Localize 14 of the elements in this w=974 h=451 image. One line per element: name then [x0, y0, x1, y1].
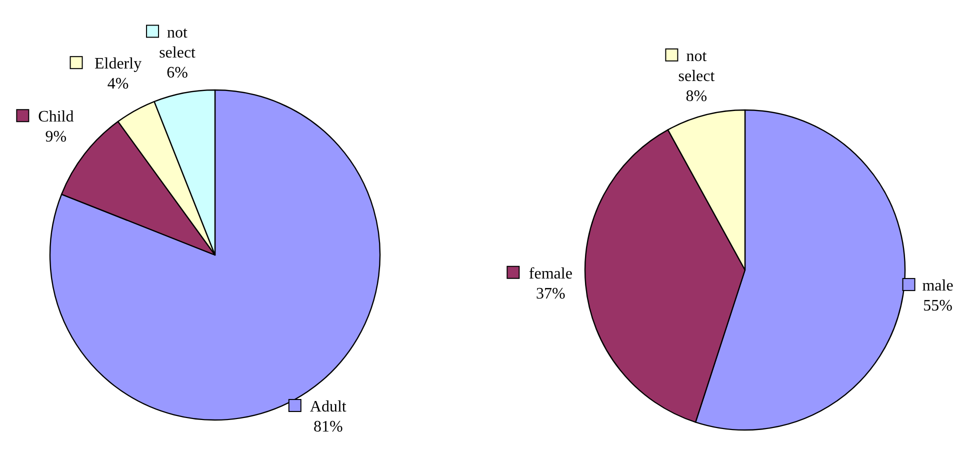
data-label: 6%: [166, 64, 188, 82]
legend-label: Elderly: [94, 56, 142, 73]
data-label: 81%: [313, 418, 343, 436]
data-label: 37%: [536, 285, 566, 302]
legend-label: female: [528, 265, 572, 282]
data-label: 4%: [107, 76, 129, 93]
legend-label: Adult: [310, 398, 347, 416]
data-label: 55%: [923, 298, 952, 315]
legend-label: not select: [159, 24, 196, 62]
legend-label: not select: [678, 48, 716, 85]
legend-label: Child: [38, 108, 74, 126]
data-label: 8%: [686, 88, 708, 105]
legend-label: male: [922, 278, 954, 295]
data-label: 9%: [45, 128, 67, 146]
